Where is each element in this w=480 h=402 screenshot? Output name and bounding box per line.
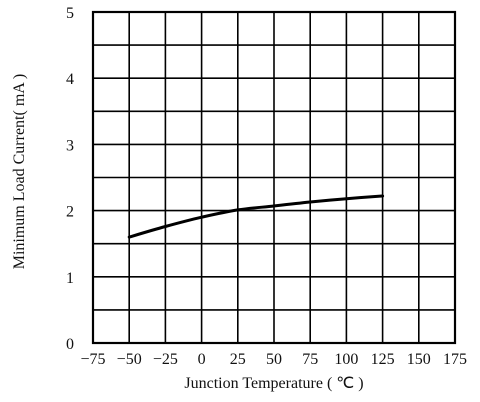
series-line [127, 194, 385, 239]
y-tick-label: 2 [66, 204, 74, 221]
x-tick-label: 125 [371, 351, 395, 368]
chart-grid [93, 12, 455, 343]
y-axis-label: Minimum Load Current( mA ) [11, 74, 28, 270]
x-tick-label: 50 [266, 351, 282, 368]
y-tick-label: 4 [66, 71, 74, 88]
y-tick-label: 0 [66, 336, 74, 353]
x-tick-label: 25 [230, 351, 246, 368]
x-tick-label: 150 [407, 351, 431, 368]
x-tick-label: −25 [153, 351, 178, 368]
x-tick-label: 175 [443, 351, 467, 368]
plot-frame [91, 10, 457, 345]
y-tick-label: 1 [66, 270, 74, 287]
x-tick-labels: −75 −50 −25 0 25 50 75 100 125 150 175 [80, 351, 467, 368]
x-tick-label: −75 [80, 351, 105, 368]
x-tick-label: 75 [302, 351, 318, 368]
x-tick-label: 0 [198, 351, 206, 368]
x-tick-label: −50 [117, 351, 142, 368]
y-tick-labels: 0 1 2 3 4 5 [66, 5, 74, 353]
x-tick-label: 100 [334, 351, 358, 368]
y-tick-label: 5 [66, 5, 74, 22]
y-tick-label: 3 [66, 137, 74, 154]
chart-series [127, 194, 385, 239]
x-axis-label: Junction Temperature ( ℃ ) [184, 375, 363, 392]
